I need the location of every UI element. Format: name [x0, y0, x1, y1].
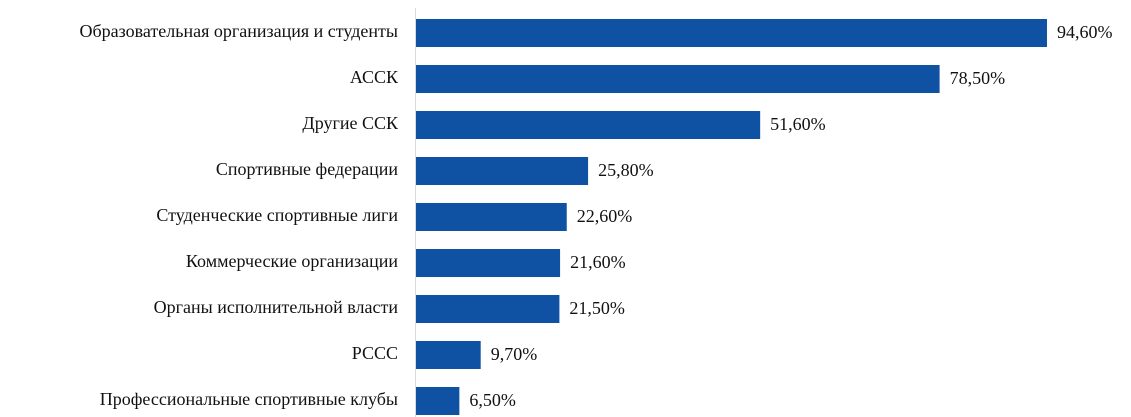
- bar: [416, 19, 1047, 47]
- category-label: АССК: [350, 67, 399, 87]
- value-label: 22,60%: [577, 206, 633, 226]
- category-label: Органы исполнительной власти: [154, 297, 399, 317]
- category-label: Образовательная организация и студенты: [79, 21, 398, 41]
- bar: [416, 203, 567, 231]
- category-label: Спортивные федерации: [216, 159, 398, 179]
- category-label: РССС: [352, 343, 398, 363]
- category-label: Коммерческие организации: [186, 251, 398, 271]
- bar: [416, 249, 561, 277]
- category-label: Студенческие спортивные лиги: [156, 205, 398, 225]
- category-label: Профессиональные спортивные клубы: [100, 389, 398, 409]
- value-label: 21,60%: [570, 252, 626, 272]
- bar: [416, 295, 560, 323]
- bar: [416, 387, 460, 415]
- value-label: 21,50%: [569, 298, 625, 318]
- value-label: 6,50%: [469, 390, 515, 410]
- value-label: 51,60%: [770, 114, 826, 134]
- value-label: 78,50%: [950, 68, 1006, 88]
- value-label: 9,70%: [491, 344, 537, 364]
- bar: [416, 111, 761, 139]
- category-label: Другие ССК: [302, 113, 399, 133]
- bar: [416, 65, 940, 93]
- value-label: 25,80%: [598, 160, 654, 180]
- bar: [416, 341, 481, 369]
- value-label: 94,60%: [1057, 22, 1113, 42]
- bar: [416, 157, 589, 185]
